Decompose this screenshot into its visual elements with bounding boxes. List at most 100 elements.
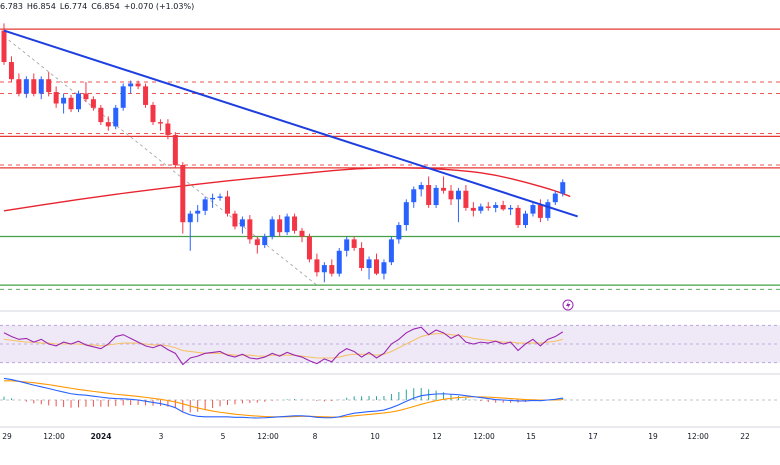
candle-body: [329, 265, 335, 274]
candle-body: [239, 219, 245, 227]
candle-body: [53, 92, 59, 104]
candle-body: [113, 107, 119, 127]
candle-body: [90, 99, 96, 108]
candle-body: [23, 79, 29, 94]
candle-body: [433, 187, 439, 206]
rsi-line: [3, 326, 564, 366]
candle-body: [165, 123, 171, 135]
candle-body: [359, 247, 365, 268]
x-axis-tick-label: 12:00: [687, 432, 709, 441]
candle-body: [426, 185, 432, 206]
x-axis-tick-label: 2024: [91, 432, 112, 441]
candle-body: [76, 93, 81, 110]
candle-body: [418, 185, 424, 190]
x-axis-tick-label: 12:00: [257, 432, 279, 441]
candle-body: [396, 225, 402, 240]
ohlc-info-bar: 6.783 H6.854 L6.774 C6.854 +0.070 (+1.03%): [0, 2, 198, 11]
candle-body: [262, 236, 268, 246]
candle-body: [143, 86, 149, 105]
candle-body: [157, 122, 163, 124]
candle-body: [1, 30, 7, 63]
x-axis-tick-label: 22: [740, 432, 750, 441]
x-axis-tick-label: 12:00: [43, 432, 65, 441]
candle-body: [187, 213, 193, 223]
candle-body: [202, 199, 208, 211]
candle-body: [448, 190, 454, 200]
candle-body: [463, 190, 469, 208]
candle-body: [530, 205, 536, 214]
candle-body: [314, 259, 320, 273]
x-axis-tick-label: 5: [221, 432, 226, 441]
candle-body: [441, 187, 447, 191]
candle-body: [552, 193, 558, 203]
ohlc-close: C6.854: [91, 2, 120, 11]
x-axis-tick-label: 12: [432, 432, 442, 441]
candle-body: [83, 93, 89, 100]
candle-body: [545, 202, 551, 218]
candle-body: [478, 206, 484, 211]
candle-body: [120, 86, 126, 108]
candle-body: [128, 83, 134, 87]
ohlc-open: 6.783: [0, 2, 23, 11]
x-axis-tick-label: 10: [370, 432, 380, 441]
candle-body: [150, 104, 156, 123]
candle-body: [306, 236, 312, 260]
candle-body: [210, 197, 216, 200]
candle-body: [321, 265, 327, 273]
ohlc-change: +0.070 (+1.03%): [123, 2, 195, 11]
candle-body: [455, 190, 461, 200]
candle-body: [493, 205, 499, 208]
candle-body: [523, 213, 528, 226]
candle-body: [292, 216, 298, 231]
bearish-trendline: [3, 29, 578, 218]
x-axis-tick-label: 15: [526, 432, 536, 441]
candle-body: [254, 239, 260, 246]
candle-body: [46, 79, 52, 93]
candle-body: [217, 196, 223, 198]
candle-body: [105, 122, 111, 127]
candle-body: [247, 219, 253, 240]
candle-body: [500, 205, 506, 210]
candle-body: [388, 239, 394, 263]
candle-body: [374, 259, 379, 274]
candle-body: [135, 83, 141, 87]
candle-body: [284, 216, 290, 233]
x-axis-tick-label: 3: [159, 432, 164, 441]
candle-body: [61, 97, 67, 104]
candle-body: [195, 210, 201, 214]
candle-body: [98, 107, 104, 123]
candle-body: [403, 202, 409, 226]
candle-body: [31, 79, 37, 94]
candle-body: [470, 207, 476, 211]
moving-average-line: [3, 167, 571, 212]
candle-body: [485, 206, 491, 208]
x-axis-tick-label: 19: [648, 432, 658, 441]
candle-body: [366, 259, 372, 268]
candle-body: [277, 219, 283, 233]
candle-body: [269, 219, 275, 237]
candle-body: [16, 79, 22, 94]
guide-line: [3, 35, 318, 286]
candle-body: [351, 239, 357, 248]
ohlc-high: H6.854: [26, 2, 56, 11]
macd-line: [3, 377, 563, 419]
candle-body: [508, 207, 514, 210]
x-axis-tick-label: 8: [313, 432, 318, 441]
candle-body: [299, 230, 305, 237]
candle-body: [515, 207, 521, 226]
ohlc-low: L6.774: [59, 2, 88, 11]
candle-body: [537, 205, 543, 218]
candle-body: [411, 189, 417, 203]
candle-body: [68, 97, 74, 110]
candle-body: [560, 182, 566, 194]
x-axis-tick-label: 17: [588, 432, 598, 441]
candle-body: [336, 250, 342, 274]
x-axis-tick-label: 12:00: [473, 432, 495, 441]
rsi-ma-line: [3, 333, 563, 359]
macd-signal-line: [4, 380, 563, 418]
candle-body: [180, 165, 186, 223]
candle-body: [38, 79, 44, 94]
candle-body: [344, 239, 350, 251]
